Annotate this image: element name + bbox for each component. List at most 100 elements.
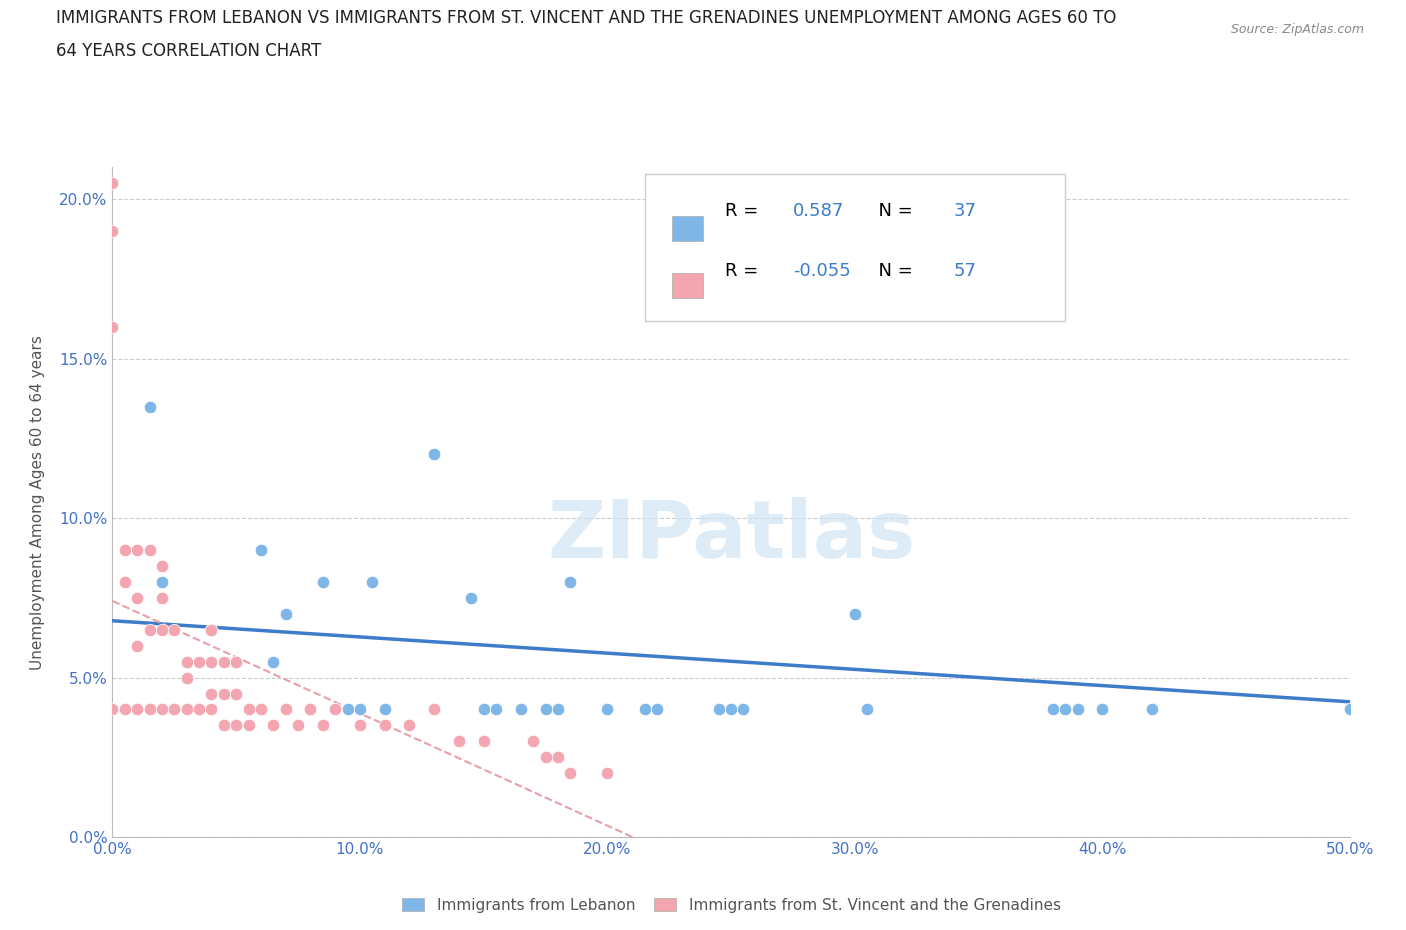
Point [238, 702, 260, 717]
Point [522, 734, 544, 749]
Point [238, 718, 260, 733]
Point [733, 702, 755, 717]
Text: 64 YEARS CORRELATION CHART: 64 YEARS CORRELATION CHART [56, 42, 322, 60]
Point [114, 575, 136, 590]
Point [200, 654, 222, 669]
Point [127, 591, 149, 605]
Point [200, 622, 222, 637]
Text: 57: 57 [953, 262, 977, 280]
Point [1054, 702, 1077, 717]
Point [633, 702, 655, 717]
Point [101, 702, 124, 717]
Point [127, 638, 149, 653]
Point [176, 671, 198, 685]
Point [349, 718, 371, 733]
Point [547, 750, 569, 764]
Point [138, 542, 160, 557]
Point [534, 702, 557, 717]
Point [250, 542, 273, 557]
Text: 37: 37 [953, 202, 977, 219]
Point [150, 591, 173, 605]
Point [150, 559, 173, 574]
Point [262, 718, 284, 733]
Point [138, 622, 160, 637]
Point [200, 686, 222, 701]
Point [212, 654, 235, 669]
Point [138, 702, 160, 717]
Point [287, 718, 309, 733]
Point [534, 750, 557, 764]
Text: R =: R = [725, 262, 763, 280]
Point [596, 702, 619, 717]
Point [460, 591, 482, 605]
Point [101, 319, 124, 334]
Point [150, 622, 173, 637]
Point [361, 575, 384, 590]
Point [323, 702, 346, 717]
Text: R =: R = [725, 202, 763, 219]
FancyBboxPatch shape [672, 272, 703, 298]
Text: Source: ZipAtlas.com: Source: ZipAtlas.com [1230, 23, 1364, 36]
Point [176, 654, 198, 669]
Point [560, 575, 582, 590]
FancyBboxPatch shape [644, 174, 1066, 322]
Point [163, 702, 186, 717]
Point [188, 702, 211, 717]
Point [114, 702, 136, 717]
Point [720, 702, 742, 717]
Point [127, 542, 149, 557]
Point [101, 176, 124, 191]
Point [1091, 702, 1114, 717]
Point [485, 702, 508, 717]
Point [212, 686, 235, 701]
Point [114, 542, 136, 557]
Y-axis label: Unemployment Among Ages 60 to 64 years: Unemployment Among Ages 60 to 64 years [31, 335, 45, 670]
Point [250, 702, 273, 717]
Point [225, 686, 247, 701]
Text: -0.055: -0.055 [793, 262, 851, 280]
Point [336, 702, 359, 717]
Point [274, 702, 297, 717]
Point [225, 654, 247, 669]
Text: N =: N = [868, 202, 918, 219]
Point [150, 575, 173, 590]
Point [101, 224, 124, 239]
Point [176, 702, 198, 717]
Point [918, 224, 941, 239]
Point [127, 702, 149, 717]
Point [447, 734, 470, 749]
Legend: Immigrants from Lebanon, Immigrants from St. Vincent and the Grenadines: Immigrants from Lebanon, Immigrants from… [395, 892, 1067, 919]
Point [509, 702, 531, 717]
Point [472, 702, 495, 717]
Point [707, 702, 730, 717]
Point [547, 702, 569, 717]
Point [323, 702, 346, 717]
Point [423, 702, 446, 717]
Point [188, 654, 211, 669]
Point [212, 718, 235, 733]
Point [374, 718, 396, 733]
Point [1339, 702, 1361, 717]
Point [472, 734, 495, 749]
Point [1042, 702, 1064, 717]
Point [138, 399, 160, 414]
FancyBboxPatch shape [672, 216, 703, 241]
Point [200, 622, 222, 637]
Point [274, 606, 297, 621]
Point [844, 606, 866, 621]
Point [1066, 702, 1088, 717]
Point [238, 702, 260, 717]
Point [1140, 702, 1163, 717]
Point [645, 702, 668, 717]
Point [163, 702, 186, 717]
Point [262, 654, 284, 669]
Point [163, 622, 186, 637]
Point [398, 718, 420, 733]
Text: IMMIGRANTS FROM LEBANON VS IMMIGRANTS FROM ST. VINCENT AND THE GRENADINES UNEMPL: IMMIGRANTS FROM LEBANON VS IMMIGRANTS FR… [56, 9, 1116, 27]
Point [299, 702, 322, 717]
Point [596, 765, 619, 780]
Point [312, 718, 335, 733]
Point [312, 575, 335, 590]
Text: N =: N = [868, 262, 918, 280]
Point [299, 702, 322, 717]
